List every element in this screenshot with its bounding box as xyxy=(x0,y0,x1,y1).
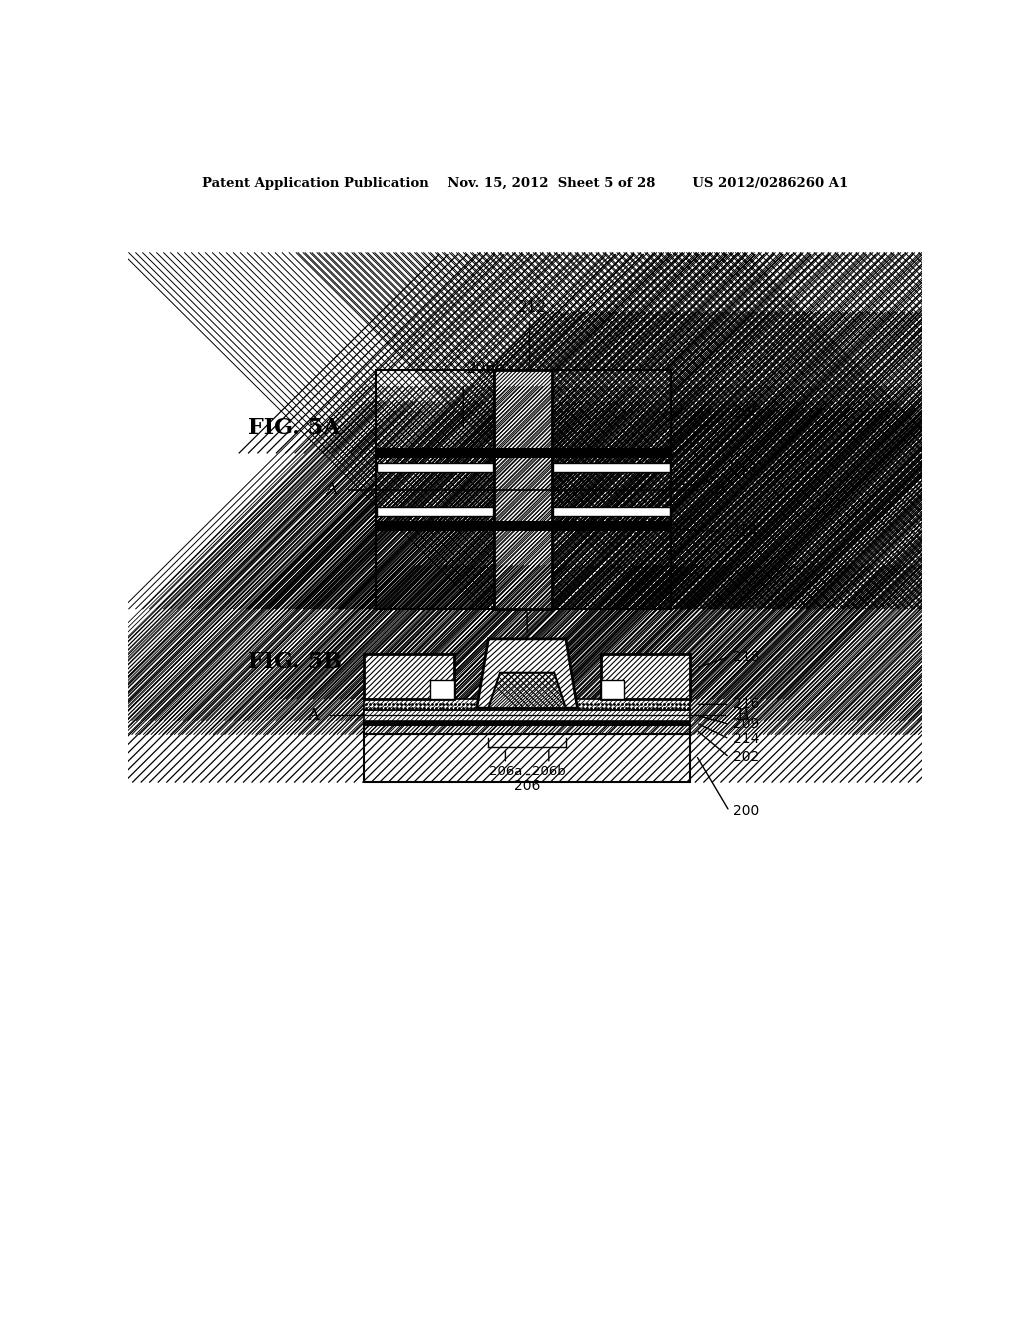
Text: 216: 216 xyxy=(732,697,759,711)
Text: 202: 202 xyxy=(732,751,759,764)
Bar xyxy=(430,680,454,700)
Text: B: B xyxy=(736,706,749,723)
Bar xyxy=(365,725,690,734)
Bar xyxy=(376,372,495,453)
Bar xyxy=(495,370,552,609)
Bar xyxy=(365,655,454,700)
Bar xyxy=(365,700,690,710)
Text: 214: 214 xyxy=(729,524,759,540)
Text: FIG. 5B: FIG. 5B xyxy=(248,651,342,673)
Bar xyxy=(552,372,671,453)
Text: 206b: 206b xyxy=(531,766,565,779)
Bar xyxy=(552,527,671,609)
Bar xyxy=(365,655,454,700)
Polygon shape xyxy=(488,673,566,708)
Bar xyxy=(365,734,690,781)
Text: 200: 200 xyxy=(732,804,759,818)
Bar xyxy=(376,370,495,609)
Bar xyxy=(552,527,671,609)
Text: A: A xyxy=(326,480,337,498)
Text: 212: 212 xyxy=(513,593,542,609)
Bar xyxy=(365,700,690,710)
Text: 218: 218 xyxy=(729,463,759,478)
Text: FIG. 5A: FIG. 5A xyxy=(248,417,341,438)
Text: 212: 212 xyxy=(518,300,547,314)
Bar xyxy=(365,710,690,721)
Polygon shape xyxy=(477,639,578,708)
Bar xyxy=(553,463,670,473)
Text: A: A xyxy=(307,706,319,723)
Bar xyxy=(365,734,690,781)
Bar xyxy=(376,521,671,531)
Bar xyxy=(376,370,495,609)
Text: 206a: 206a xyxy=(488,766,522,779)
Text: 206: 206 xyxy=(514,779,541,793)
Bar xyxy=(552,370,671,609)
Bar xyxy=(552,370,671,609)
Bar xyxy=(553,507,670,516)
Text: 206b: 206b xyxy=(467,360,506,376)
Polygon shape xyxy=(488,673,566,708)
Bar xyxy=(376,372,495,453)
Polygon shape xyxy=(477,639,578,708)
Bar xyxy=(376,447,671,458)
Bar xyxy=(365,710,690,721)
Bar xyxy=(601,680,624,700)
Bar xyxy=(365,725,690,734)
Bar xyxy=(552,372,671,453)
Bar xyxy=(377,463,494,473)
Text: Patent Application Publication    Nov. 15, 2012  Sheet 5 of 28        US 2012/02: Patent Application Publication Nov. 15, … xyxy=(202,177,848,190)
Text: 200: 200 xyxy=(732,405,762,420)
Bar xyxy=(365,721,690,725)
Bar xyxy=(377,507,494,516)
Bar xyxy=(601,655,690,700)
Text: 209: 209 xyxy=(732,717,759,731)
Bar xyxy=(495,370,552,609)
Bar xyxy=(376,527,495,609)
Text: 218: 218 xyxy=(732,649,759,664)
Text: 214: 214 xyxy=(732,733,759,746)
Text: B: B xyxy=(713,480,725,498)
Bar xyxy=(601,655,690,700)
Bar xyxy=(376,527,495,609)
